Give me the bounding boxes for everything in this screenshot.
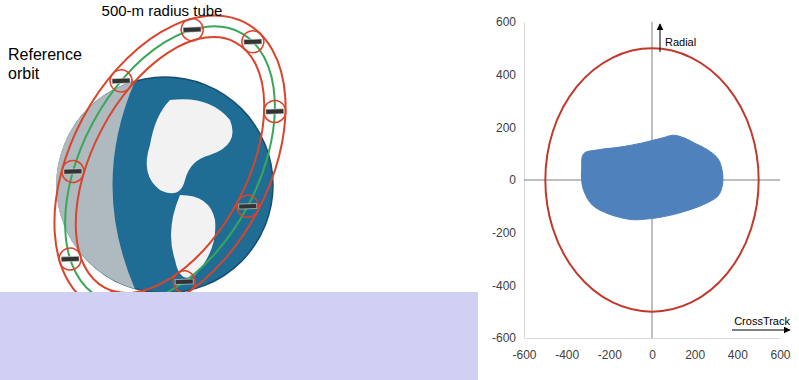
x-tick: 200 xyxy=(685,338,705,362)
x-axis: -600 -400 -200 0 200 400 600 xyxy=(512,338,790,362)
y-tick: -600 xyxy=(492,331,524,345)
y-tick: -400 xyxy=(492,279,524,293)
y-tick-label: -200 xyxy=(492,226,516,240)
y-tick: 600 xyxy=(496,15,524,29)
chart: -600 -400 -200 0 200 400 600 -600 -400 -200 0 200 40… xyxy=(492,15,791,361)
tube-label: 500-m radius tube xyxy=(102,2,223,19)
canvas: 500-m radius tubeReferenceorbit-600-400-… xyxy=(0,0,799,380)
x-tick-label: 600 xyxy=(770,348,790,362)
x-tick-label: 400 xyxy=(728,348,748,362)
x-tick: -400 xyxy=(555,338,579,362)
continent xyxy=(147,99,233,193)
y-tick: 200 xyxy=(496,121,524,135)
tube-section xyxy=(238,27,268,57)
y-tick-label: 600 xyxy=(496,15,516,29)
globe xyxy=(57,77,273,293)
continent xyxy=(171,195,215,278)
scatter-cloud xyxy=(581,135,723,220)
x-tick-label: -400 xyxy=(555,348,579,362)
y-tick-label: -600 xyxy=(492,331,516,345)
tube-section xyxy=(233,191,263,221)
satellite xyxy=(183,27,201,33)
tube-section xyxy=(55,244,85,274)
orbit-label: Referenceorbit xyxy=(8,46,82,82)
x-tick: 600 xyxy=(770,338,790,362)
tube-section xyxy=(106,66,136,96)
satellite xyxy=(239,204,257,210)
satellite xyxy=(61,256,79,262)
x-tick-label: -600 xyxy=(512,348,536,362)
y-tick: 0 xyxy=(509,173,524,187)
plot-area xyxy=(545,48,758,311)
x-tick: -600 xyxy=(512,338,536,362)
crosstrack-arrow xyxy=(732,330,790,331)
y-tick-label: 400 xyxy=(496,68,516,82)
tube-boundary xyxy=(545,48,758,311)
y-tick-label: -400 xyxy=(492,279,516,293)
x-axis-title: CrossTrack xyxy=(734,315,790,327)
x-tick: 0 xyxy=(649,338,656,362)
y-tick: 400 xyxy=(496,68,524,82)
satellite xyxy=(175,279,193,285)
satellite xyxy=(266,109,284,115)
x-tick: -200 xyxy=(598,338,622,362)
x-tick: 400 xyxy=(728,338,748,362)
y-axis-title: Radial xyxy=(665,36,696,48)
tube-section xyxy=(260,97,290,127)
x-tick-label: 0 xyxy=(649,348,656,362)
globe-shade xyxy=(56,81,135,289)
x-axis-line xyxy=(525,338,781,339)
y-axis: -600 -400 -200 0 200 400 600 xyxy=(492,15,525,345)
tube-section xyxy=(177,15,207,45)
x-tick-label: 200 xyxy=(685,348,705,362)
radial-arrow xyxy=(660,24,661,52)
y-tick-label: 0 xyxy=(509,173,516,187)
satellite xyxy=(112,78,130,84)
y-tick: -200 xyxy=(492,226,524,240)
y-tick-label: 200 xyxy=(496,121,516,135)
slide-box xyxy=(0,292,478,380)
satellite xyxy=(244,39,262,45)
x-tick-label: -200 xyxy=(598,348,622,362)
tube-section xyxy=(58,157,88,187)
satellite xyxy=(64,169,82,175)
